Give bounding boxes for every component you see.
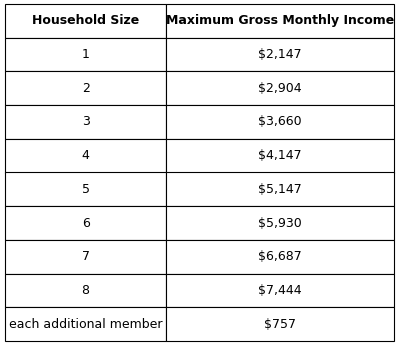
Bar <box>166 139 394 172</box>
Bar <box>5 71 166 105</box>
Bar <box>166 206 394 240</box>
Bar <box>166 240 394 274</box>
Bar <box>5 206 166 240</box>
Text: $5,147: $5,147 <box>259 183 302 196</box>
Bar <box>166 307 394 341</box>
Bar <box>5 105 166 139</box>
Text: $6,687: $6,687 <box>259 250 302 263</box>
Text: $4,147: $4,147 <box>259 149 302 162</box>
Bar <box>5 307 166 341</box>
Bar <box>5 4 166 38</box>
Text: $7,444: $7,444 <box>259 284 302 297</box>
Text: $3,660: $3,660 <box>259 116 302 128</box>
Text: 1: 1 <box>82 48 89 61</box>
Text: 2: 2 <box>82 82 89 95</box>
Text: Household Size: Household Size <box>32 14 139 28</box>
Text: each additional member: each additional member <box>9 317 162 331</box>
Text: $2,147: $2,147 <box>259 48 302 61</box>
Text: $757: $757 <box>264 317 296 331</box>
Text: 3: 3 <box>82 116 89 128</box>
Bar <box>5 240 166 274</box>
Bar <box>166 71 394 105</box>
Bar <box>166 38 394 71</box>
Bar <box>5 172 166 206</box>
Text: Maximum Gross Monthly Income: Maximum Gross Monthly Income <box>166 14 395 28</box>
Bar <box>166 274 394 307</box>
Bar <box>166 172 394 206</box>
Bar <box>5 139 166 172</box>
Text: 7: 7 <box>81 250 90 263</box>
Text: 4: 4 <box>82 149 89 162</box>
Text: $2,904: $2,904 <box>259 82 302 95</box>
Bar <box>166 4 394 38</box>
Text: 8: 8 <box>81 284 90 297</box>
Text: 5: 5 <box>81 183 90 196</box>
Bar <box>5 274 166 307</box>
Text: $5,930: $5,930 <box>259 217 302 229</box>
Bar <box>5 38 166 71</box>
Bar <box>166 105 394 139</box>
Text: 6: 6 <box>82 217 89 229</box>
